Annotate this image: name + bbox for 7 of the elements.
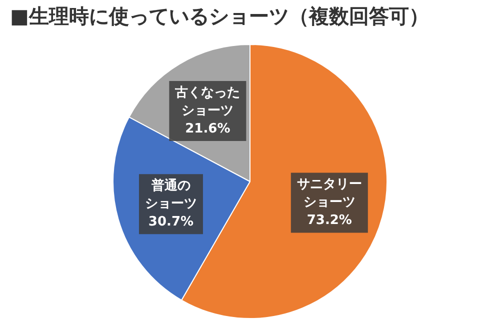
slice-label: サニタリーショーツ xyxy=(296,177,362,210)
slice-label: 古くなったショーツ xyxy=(174,85,240,118)
data-label: 30.7% xyxy=(148,214,194,230)
slice-label: 普通のショーツ xyxy=(144,178,197,212)
data-label: 73.2% xyxy=(306,213,352,228)
chart-title: ■生理時に使っているショーツ（複数回答可） xyxy=(10,4,429,28)
data-label: 21.6% xyxy=(185,121,230,136)
